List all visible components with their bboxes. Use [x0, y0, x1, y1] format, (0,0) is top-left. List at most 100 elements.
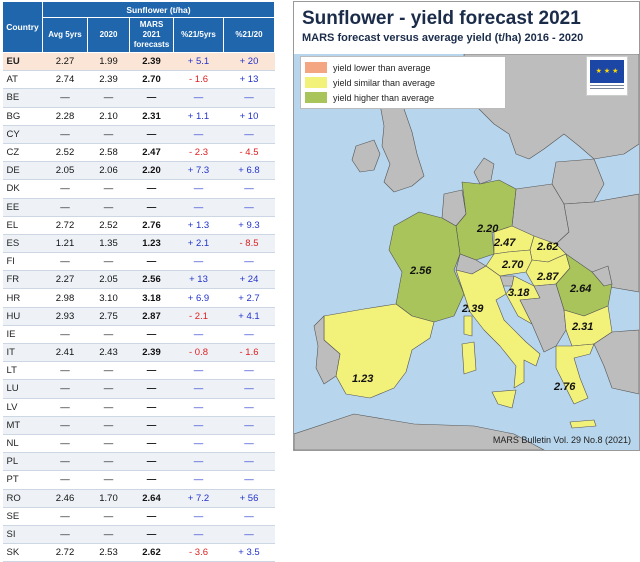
table-row: PT — — — — — [2, 470, 275, 490]
map-label-el: 2.76 [553, 381, 576, 393]
country-ie [351, 139, 381, 173]
cell-2020: — [87, 361, 130, 381]
table-row: DE 2.05 2.06 2.20 + 7.3 + 6.8 [2, 161, 275, 181]
col-forecast-header: MARS 2021 forecasts [129, 17, 174, 53]
cell-pct20: — [223, 252, 275, 272]
map-label-ro: 2.64 [569, 283, 591, 295]
cell-forecast: — [129, 198, 174, 217]
table-row: IT 2.41 2.43 2.39- 0.8- 1.6 [2, 343, 275, 363]
cell-avg: — [42, 379, 88, 399]
cell-pct20: — [223, 125, 275, 144]
table-row: SK 2.72 2.53 2.62- 3.6 + 3.5 [2, 543, 275, 562]
cell-pct20: — [223, 507, 275, 526]
cell-forecast: 2.39 [129, 52, 174, 72]
cell-pct5: + 7.3 [173, 161, 224, 181]
cell-2020: 2.52 [87, 216, 130, 235]
cell-2020: 2.10 [87, 107, 130, 126]
cell-pct5: — [173, 452, 224, 472]
map-label-de: 2.20 [476, 223, 499, 235]
cell-avg: — [42, 361, 88, 381]
col-avg-header: Avg 5yrs [42, 17, 88, 53]
table-row: HU 2.93 2.75 2.87- 2.1 + 4.1 [2, 307, 275, 326]
cell-2020: — [87, 452, 130, 472]
cell-country: LV [2, 398, 43, 417]
cell-avg: — [42, 525, 88, 545]
cell-forecast: — [129, 416, 174, 435]
cell-pct20: + 3.5 [223, 543, 275, 562]
cell-country: HU [2, 307, 43, 326]
table-row: SI — — — — — [2, 525, 275, 545]
cell-2020: — [87, 434, 130, 454]
cell-forecast: — [129, 398, 174, 417]
cell-2020: 2.05 [87, 270, 130, 290]
cell-country: LU [2, 379, 43, 399]
cell-avg: 2.98 [42, 288, 88, 308]
table-row: NL — — — — — [2, 434, 275, 454]
land-north-africa [294, 413, 545, 450]
cell-pct5: — [173, 252, 224, 272]
cell-avg: 2.27 [42, 52, 88, 72]
cell-avg: 2.46 [42, 489, 88, 508]
cell-avg: 2.72 [42, 543, 88, 562]
cell-pct20: — [223, 361, 275, 381]
cell-pct20: — [223, 198, 275, 217]
cell-forecast: — [129, 452, 174, 472]
cell-2020: — [87, 179, 130, 199]
cell-2020: 2.43 [87, 343, 130, 363]
cell-country: FR [2, 270, 43, 290]
cell-forecast: — [129, 470, 174, 490]
country-fr [388, 211, 465, 323]
table-row: LV — — — — — [2, 398, 275, 417]
table-row: BG 2.28 2.10 2.31 + 1.1 + 10 [2, 107, 275, 126]
cell-2020: 2.58 [87, 143, 130, 163]
country-balkans [519, 283, 567, 353]
cell-country: ES [2, 234, 43, 254]
legend-label-lower: yield lower than average [333, 62, 431, 73]
cell-pct5: — [173, 416, 224, 435]
group-header: Sunflower (t/ha) [42, 1, 275, 18]
table-row: EU 2.27 1.99 2.39 + 5.1 + 20 [2, 52, 275, 72]
cell-pct20: + 9.3 [223, 216, 275, 235]
cell-country: EU [2, 52, 43, 72]
cell-forecast: 2.76 [129, 216, 174, 235]
map-label-sk: 2.62 [536, 241, 558, 253]
cell-country: RO [2, 489, 43, 508]
col-country-header: Country [2, 1, 43, 53]
cell-pct5: - 1.6 [173, 70, 224, 90]
cell-avg: 2.41 [42, 343, 88, 363]
island-crete [569, 419, 597, 429]
cell-country: CZ [2, 143, 43, 163]
cell-country: MT [2, 416, 43, 435]
cell-pct5: — [173, 125, 224, 144]
cell-pct20: - 8.5 [223, 234, 275, 254]
cell-country: IT [2, 343, 43, 363]
cell-forecast: — [129, 125, 174, 144]
country-tr [593, 329, 639, 395]
cell-forecast: 1.23 [129, 234, 174, 254]
legend-item-similar: yield similar than average [305, 75, 501, 90]
cell-country: EE [2, 198, 43, 217]
table-row: CY — — — — — [2, 125, 275, 144]
map-label-at: 2.70 [501, 259, 524, 271]
cell-pct20: — [223, 325, 275, 345]
island-sicily [491, 389, 517, 409]
cell-pct20: — [223, 88, 275, 108]
cell-pct5: — [173, 398, 224, 417]
cell-2020: 1.99 [87, 52, 130, 72]
table-row: DK — — — — — [2, 179, 275, 199]
cell-2020: 2.75 [87, 307, 130, 326]
map-label-es: 1.23 [352, 373, 373, 385]
cell-pct5: — [173, 361, 224, 381]
country-pt [313, 315, 341, 385]
cell-avg: 2.72 [42, 216, 88, 235]
cell-2020: — [87, 252, 130, 272]
cell-country: SK [2, 543, 43, 562]
cell-pct5: — [173, 434, 224, 454]
cell-2020: — [87, 88, 130, 108]
cell-2020: 3.10 [87, 288, 130, 308]
cell-pct5: + 1.3 [173, 216, 224, 235]
legend-swatch-higher [305, 92, 327, 103]
country-uk [378, 93, 425, 193]
cell-country: NL [2, 434, 43, 454]
cell-pct5: + 2.1 [173, 234, 224, 254]
